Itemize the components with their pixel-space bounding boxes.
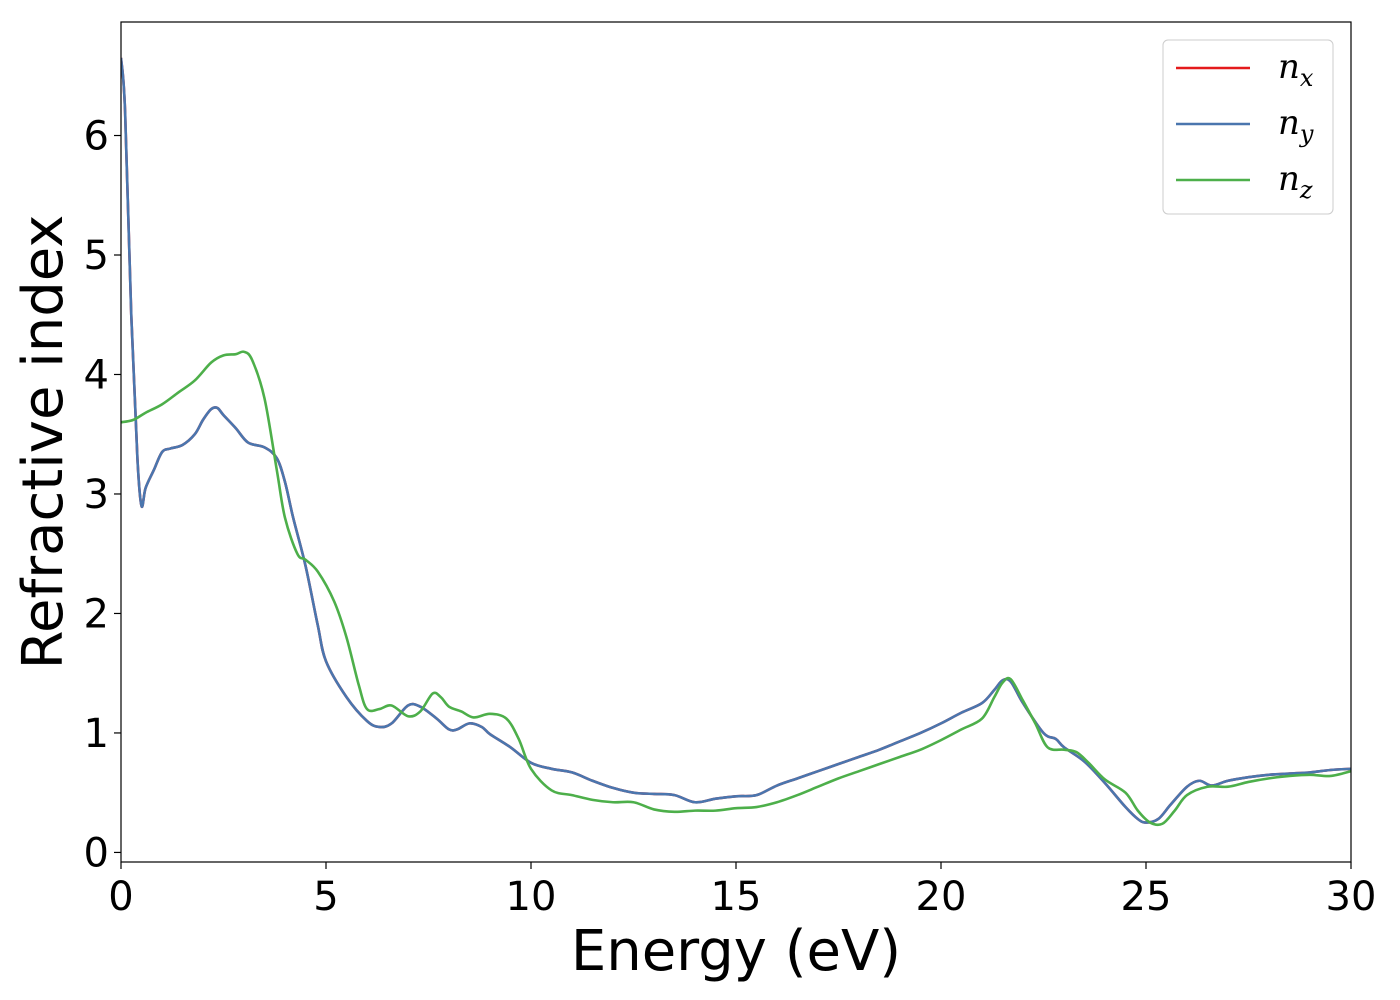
legend-label-subscript: y	[1299, 120, 1314, 148]
x-tick-label: 20	[916, 874, 967, 920]
y-tick-label: 1	[84, 711, 109, 757]
legend-label-y: ny	[1278, 103, 1314, 148]
x-tick-label: 25	[1121, 874, 1172, 920]
series-line-z	[121, 350, 1351, 827]
legend-label-x: nx	[1278, 47, 1314, 92]
y-tick-label: 6	[84, 114, 109, 160]
legend-label-subscript: z	[1299, 176, 1313, 204]
legend-label-z: nz	[1278, 159, 1313, 204]
x-tick-label: 0	[108, 874, 133, 920]
y-tick-label: 0	[84, 830, 109, 876]
legend-label-subscript: x	[1300, 64, 1314, 92]
x-tick-label: 30	[1326, 874, 1377, 920]
legend-label-base: n	[1278, 103, 1300, 143]
x-tick-label: 5	[313, 874, 338, 920]
legend-label-base: n	[1278, 159, 1300, 199]
y-tick-label: 4	[84, 352, 109, 398]
y-axis-label: Refractive index	[11, 215, 76, 670]
y-tick-label: 2	[84, 591, 109, 637]
y-tick-label: 3	[84, 472, 109, 518]
x-tick-label: 10	[506, 874, 557, 920]
x-axis-ticks: 0 5 10 15 20 25 30	[108, 862, 1376, 920]
y-tick-label: 5	[84, 233, 109, 279]
series-line-y	[121, 57, 1351, 824]
legend-label-base: n	[1278, 47, 1300, 87]
x-axis-label: Energy (eV)	[571, 919, 901, 984]
legend-box	[1162, 39, 1334, 215]
x-tick-label: 15	[711, 874, 762, 920]
series-layer	[121, 57, 1351, 827]
y-axis-ticks: 0 1 2 3 4 5 6	[84, 114, 121, 876]
